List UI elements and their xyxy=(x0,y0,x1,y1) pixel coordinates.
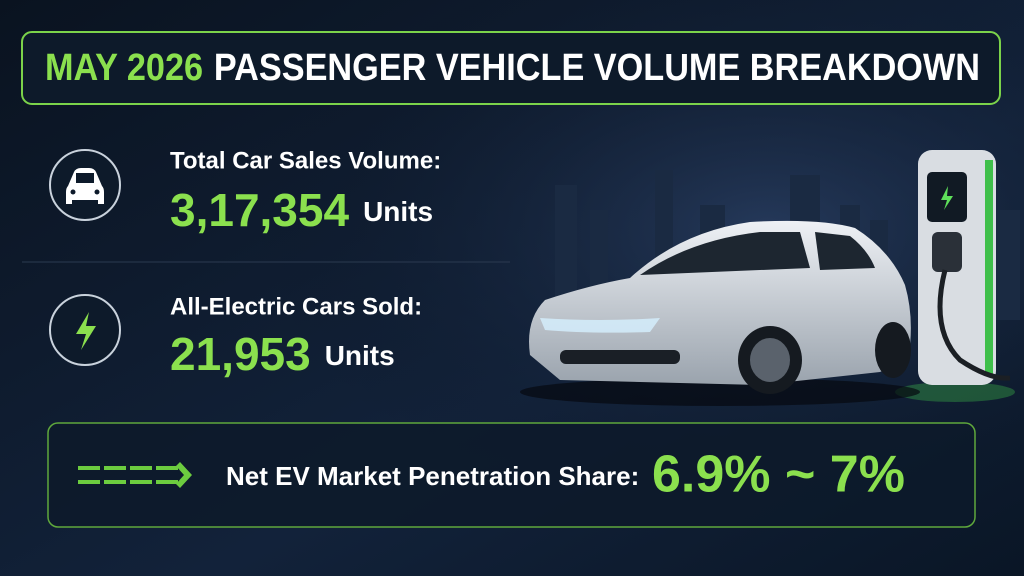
title: MAY 2026 PASSENGER VEHICLE VOLUME BREAKDO… xyxy=(45,47,980,89)
stat-number: 21,953 xyxy=(170,328,311,380)
charger xyxy=(895,150,1015,402)
title-box xyxy=(21,31,1001,105)
penetration-label: Net EV Market Penetration Share: xyxy=(226,461,639,491)
stat-value: 21,953 Units xyxy=(170,328,395,380)
car-icon xyxy=(66,168,104,204)
stat-unit: Units xyxy=(325,340,395,371)
stat-label: All-Electric Cars Sold: xyxy=(170,293,422,320)
car xyxy=(520,220,920,406)
bolt-icon xyxy=(76,312,96,350)
arrow-icon xyxy=(78,462,192,488)
stat-unit: Units xyxy=(363,196,433,227)
penetration-box xyxy=(47,422,976,528)
title-text: PASSENGER VEHICLE VOLUME BREAKDOWN xyxy=(214,47,980,89)
penetration-value: 6.9% ~ 7% xyxy=(652,446,905,504)
stat-label: Total Car Sales Volume: xyxy=(170,147,441,174)
title-highlight: MAY 2026 xyxy=(45,47,203,89)
stat-value: 3,17,354 Units xyxy=(170,184,433,236)
stat-number: 3,17,354 xyxy=(170,184,349,236)
